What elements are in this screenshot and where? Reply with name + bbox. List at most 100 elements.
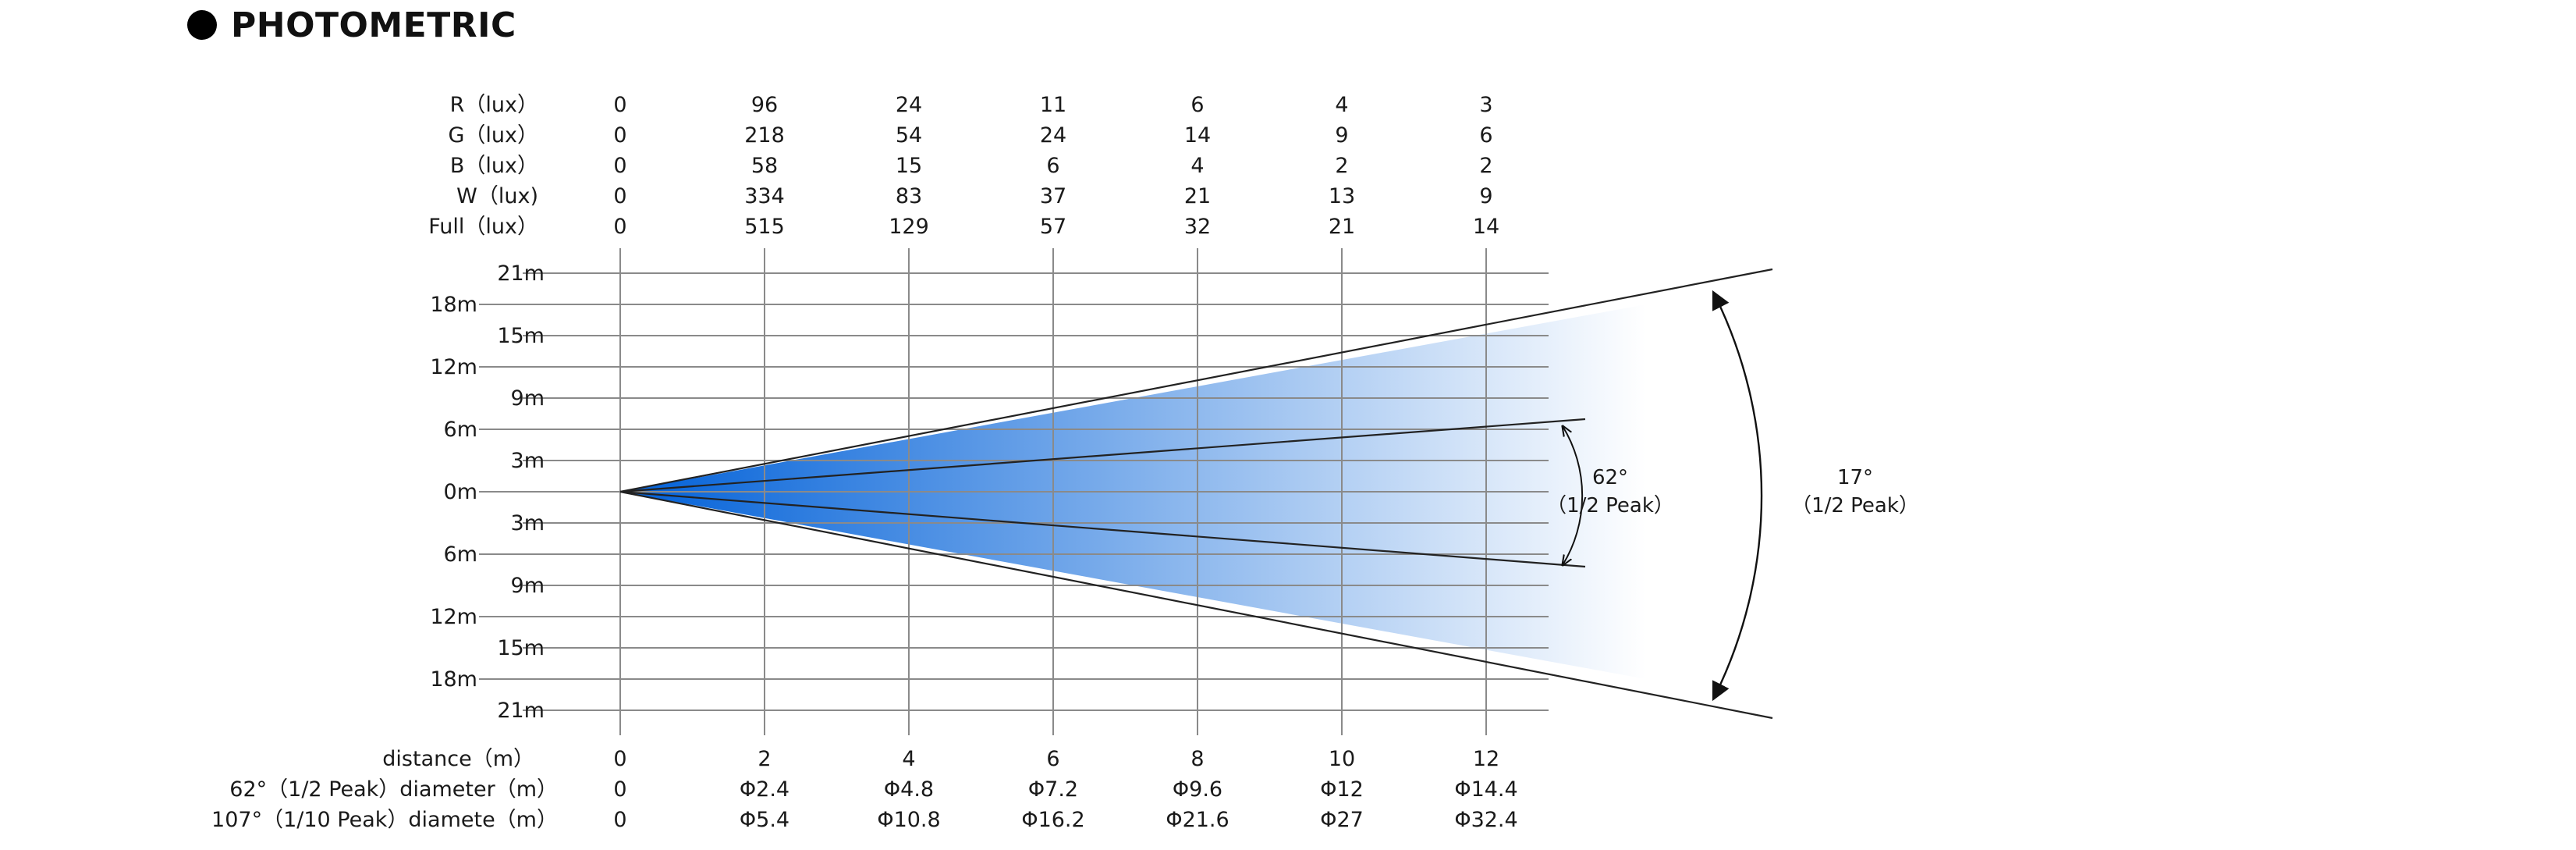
- lux-value: 57: [1040, 215, 1066, 239]
- left-axis-label: 6m: [444, 542, 477, 567]
- diameter-value: 4: [902, 747, 915, 771]
- lux-value: 6: [1479, 123, 1492, 148]
- inner-angle-annotation: 62° （1/2 Peak）: [1546, 426, 1674, 565]
- right-axis-label: 21m: [497, 261, 545, 286]
- lux-value: 515: [744, 215, 785, 239]
- lux-value: 2: [1335, 154, 1348, 178]
- right-axis-label: 3m: [511, 449, 545, 473]
- lux-value: 0: [613, 154, 626, 178]
- beam-lines: [619, 268, 1773, 720]
- lux-value: 24: [896, 93, 922, 117]
- axis-labels: 18m 12m 6m 0m 6m 12m 18m 21m 15m 9m 3m 3m 9m 15m 21m: [430, 261, 545, 723]
- lux-value: 2: [1479, 154, 1492, 178]
- left-axis-label: 6m: [444, 418, 477, 442]
- diameter-value: Φ12: [1320, 777, 1364, 802]
- diameter-value: 2: [758, 747, 771, 771]
- diameter-value: Φ21.6: [1166, 808, 1229, 832]
- lux-value: 334: [744, 184, 785, 208]
- lux-row-label: B（lux）: [450, 154, 538, 178]
- left-axis-label: 18m: [430, 293, 477, 317]
- inner-angle-arc: [1563, 426, 1584, 565]
- right-axis-label: 3m: [511, 511, 545, 535]
- lux-value: 218: [744, 123, 785, 148]
- diameter-value: 10: [1329, 747, 1355, 771]
- lux-value: 37: [1040, 184, 1066, 208]
- outer-angle-label: （1/2 Peak）: [1791, 494, 1919, 517]
- diameter-value: 0: [613, 777, 626, 802]
- lux-row-label: Full（lux）: [428, 215, 538, 239]
- lux-value: 13: [1329, 184, 1355, 208]
- diameter-value: Φ32.4: [1454, 808, 1517, 832]
- lux-value: 96: [751, 93, 778, 117]
- grid: [523, 248, 1549, 735]
- diameter-value: 8: [1190, 747, 1204, 771]
- lux-row-label: R（lux）: [450, 93, 538, 117]
- lux-value: 15: [896, 154, 922, 178]
- lux-value: 4: [1190, 154, 1204, 178]
- lux-value: 32: [1184, 215, 1211, 239]
- lux-value: 0: [613, 184, 626, 208]
- left-axis-label: 12m: [430, 605, 477, 629]
- diameter-value: Φ14.4: [1454, 777, 1517, 802]
- lux-value: 4: [1335, 93, 1348, 117]
- outer-beam-edge: [619, 490, 1773, 720]
- lux-value: 11: [1040, 93, 1066, 117]
- lux-value: 129: [889, 215, 929, 239]
- lux-value: 14: [1473, 215, 1499, 239]
- inner-angle-label: （1/2 Peak）: [1546, 494, 1674, 517]
- lux-value: 24: [1040, 123, 1066, 148]
- lux-row-label: G（lux）: [448, 123, 538, 148]
- right-axis-label: 9m: [511, 386, 545, 411]
- outer-angle-arc: [1712, 290, 1763, 702]
- inner-beam-edge: [619, 418, 1586, 493]
- diameter-value: Φ16.2: [1021, 808, 1084, 832]
- diameter-row-label: distance（m）: [382, 747, 534, 771]
- diameter-row-label: 62°（1/2 Peak）diameter（m）: [229, 777, 558, 802]
- diameter-value: 12: [1473, 747, 1499, 771]
- lux-value: 0: [613, 123, 626, 148]
- lux-row-label: W（lux): [456, 184, 538, 208]
- lux-value: 58: [751, 154, 778, 178]
- diameter-value: Φ9.6: [1173, 777, 1222, 802]
- lux-value: 21: [1329, 215, 1355, 239]
- lux-value: 54: [896, 123, 922, 148]
- section-title: PHOTOMETRIC: [187, 5, 516, 45]
- diameter-value: Φ7.2: [1028, 777, 1078, 802]
- left-axis-label: 0m: [444, 480, 477, 504]
- right-axis-label: 15m: [497, 636, 545, 660]
- diameter-value: Φ2.4: [740, 777, 789, 802]
- outer-angle-annotation: 17° （1/2 Peak）: [1712, 290, 1919, 702]
- page-title: PHOTOMETRIC: [231, 5, 516, 45]
- lux-value: 6: [1046, 154, 1059, 178]
- lux-value: 21: [1184, 184, 1211, 208]
- diameter-value: Φ4.8: [884, 777, 934, 802]
- lux-value: 6: [1190, 93, 1204, 117]
- lux-value: 0: [613, 215, 626, 239]
- diameter-row-label: 107°（1/10 Peak）diamete（m）: [211, 808, 558, 832]
- diameter-value: Φ10.8: [877, 808, 940, 832]
- right-axis-label: 15m: [497, 324, 545, 348]
- diameter-value: 0: [613, 808, 626, 832]
- inner-beam-edge: [619, 490, 1586, 568]
- bullet-icon: [187, 10, 217, 40]
- lux-value: 9: [1479, 184, 1492, 208]
- left-axis-label: 12m: [430, 355, 477, 379]
- outer-beam-edge: [619, 268, 1773, 493]
- right-axis-label: 9m: [511, 574, 545, 598]
- right-axis-label: 21m: [497, 699, 545, 723]
- diameter-value: 0: [613, 747, 626, 771]
- lux-table: R（lux） 0 96 24 11 6 4 3G（lux） 0 218 54 24 14 9 6B（lux）…: [428, 93, 1499, 239]
- diameter-table: distance（m） 0 2 4 6 8 10 12 62°（1/2 Peak）diamete…: [211, 747, 1518, 832]
- diameter-value: Φ27: [1320, 808, 1364, 832]
- diameter-value: 6: [1046, 747, 1059, 771]
- lux-value: 0: [613, 93, 626, 117]
- lux-value: 14: [1184, 123, 1211, 148]
- left-axis-label: 18m: [430, 667, 477, 692]
- outer-angle-value: 17°: [1837, 466, 1873, 489]
- lux-value: 3: [1479, 93, 1492, 117]
- inner-angle-value: 62°: [1592, 466, 1628, 489]
- lux-value: 9: [1335, 123, 1348, 148]
- diameter-value: Φ5.4: [740, 808, 789, 832]
- lux-value: 83: [896, 184, 922, 208]
